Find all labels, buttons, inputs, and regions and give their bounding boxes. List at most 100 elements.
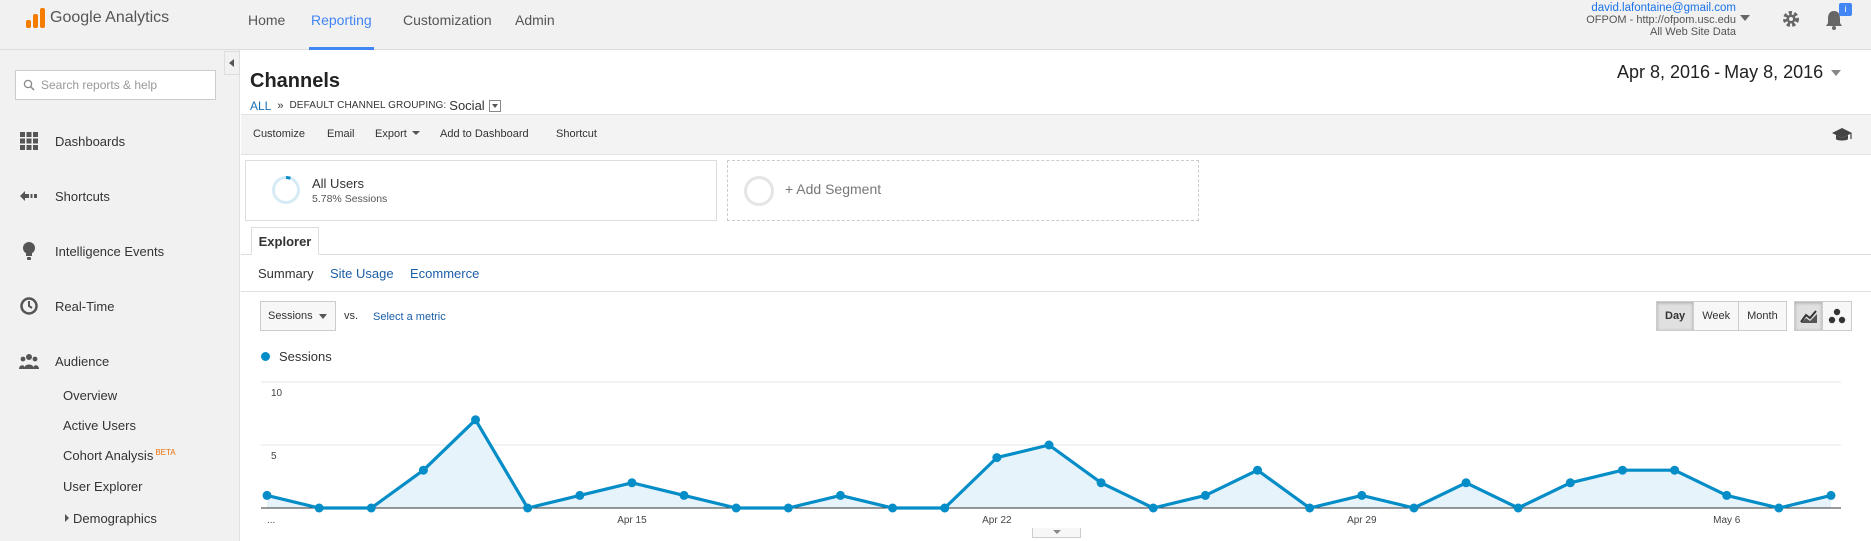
segment-donut-icon <box>272 176 300 204</box>
period-day-button[interactable]: Day <box>1657 302 1694 330</box>
add-to-dashboard-button[interactable]: Add to Dashboard <box>440 128 529 140</box>
sidebar-item-shortcuts[interactable]: Shortcuts <box>0 181 238 211</box>
chart-expand-handle[interactable] <box>1032 528 1081 538</box>
nav-admin[interactable]: Admin <box>515 12 555 28</box>
y-tick-label: 5 <box>271 451 277 462</box>
data-point <box>471 415 481 425</box>
add-segment-label: + Add Segment <box>785 181 882 197</box>
account-property: OFPOM - http://ofpom.usc.edu <box>1586 14 1736 26</box>
data-point <box>940 503 950 513</box>
data-point <box>1617 465 1627 475</box>
data-point <box>1461 478 1471 488</box>
data-point <box>1826 490 1836 500</box>
breadcrumb: ALL » DEFAULT CHANNEL GROUPING: Social <box>250 98 501 113</box>
sidebar-item-dashboards[interactable]: Dashboards <box>0 126 238 156</box>
sidebar-item-label: Dashboards <box>55 133 126 149</box>
top-bar: Google Analytics Home Reporting Customiz… <box>0 0 1871 50</box>
data-point <box>366 503 376 513</box>
sidebar-item-audience[interactable]: Audience <box>0 346 238 376</box>
x-tick-label: Apr 29 <box>1347 515 1377 526</box>
date-range-selector[interactable]: Apr 8, 2016 - May 8, 2016 <box>1617 62 1842 83</box>
chevron-down-icon[interactable] <box>1740 15 1750 21</box>
x-tick-label: May 6 <box>1713 515 1741 526</box>
data-point <box>679 490 689 500</box>
grouping-dropdown-button[interactable] <box>488 99 501 112</box>
data-point <box>1253 465 1263 475</box>
date-end: May 8, 2016 <box>1724 62 1824 82</box>
sidebar-item-real-time[interactable]: Real-Time <box>0 291 238 321</box>
grouping-value: Social <box>449 98 485 113</box>
tab-explorer[interactable]: Explorer <box>251 227 319 255</box>
y-tick-label: 10 <box>271 388 283 399</box>
data-point <box>418 465 428 475</box>
subtab-ecommerce[interactable]: Ecommerce <box>410 266 480 281</box>
sidebar-sub-user-explorer[interactable]: User Explorer <box>63 479 143 494</box>
analytics-logo-icon <box>26 8 46 28</box>
line-chart-icon[interactable] <box>1795 302 1823 330</box>
data-point <box>1409 503 1419 513</box>
customize-button[interactable]: Customize <box>253 128 305 140</box>
email-button[interactable]: Email <box>327 128 355 140</box>
search-icon <box>23 79 35 91</box>
nav-home[interactable]: Home <box>248 12 286 28</box>
add-segment-button[interactable]: + Add Segment <box>727 160 1199 221</box>
data-point <box>731 503 741 513</box>
sidebar-item-label: Real-Time <box>55 298 115 314</box>
nav-reporting[interactable]: Reporting <box>309 0 374 50</box>
data-point <box>523 503 533 513</box>
account-email: david.lafontaine@gmail.com <box>1591 2 1736 14</box>
collapse-sidebar-button[interactable] <box>224 51 240 75</box>
subtab-site-usage[interactable]: Site Usage <box>330 266 394 281</box>
report-toolbar: Customize Email Export Add to Dashboard … <box>241 114 1871 155</box>
sidebar-sub-active-users[interactable]: Active Users <box>63 418 136 433</box>
x-tick-label: Apr 22 <box>982 515 1012 526</box>
data-point <box>1148 503 1158 513</box>
data-point <box>1044 440 1054 450</box>
logo-text: Google Analytics <box>50 9 170 26</box>
segment-name: All Users <box>312 176 365 191</box>
beta-badge: BETA <box>155 448 176 457</box>
select-metric-link[interactable]: Select a metric <box>373 311 446 323</box>
data-point <box>575 490 585 500</box>
segment-sessions-percent: 5.78% Sessions <box>312 193 388 205</box>
account-view: All Web Site Data <box>1649 26 1736 38</box>
sidebar-sub-overview[interactable]: Overview <box>63 388 118 403</box>
data-point <box>888 503 898 513</box>
sidebar-sub-label: Demographics <box>73 511 157 526</box>
data-point <box>1200 490 1210 500</box>
graduation-cap-icon[interactable] <box>1831 127 1853 148</box>
gear-icon[interactable] <box>1781 9 1801 29</box>
shortcut-button[interactable]: Shortcut <box>556 128 597 140</box>
legend-label: Sessions <box>279 349 332 364</box>
vs-label: vs. <box>344 310 359 322</box>
period-week-button[interactable]: Week <box>1693 302 1739 330</box>
data-point <box>1722 490 1732 500</box>
export-button[interactable]: Export <box>375 128 420 140</box>
segment-all-users[interactable]: All Users 5.78% Sessions <box>245 160 717 221</box>
period-month-button[interactable]: Month <box>1738 302 1786 330</box>
subtab-summary[interactable]: Summary <box>258 266 314 281</box>
sidebar-sub-cohort-analysis[interactable]: Cohort Analysis BETA <box>63 448 176 463</box>
data-point <box>1670 465 1680 475</box>
date-start: Apr 8, 2016 <box>1617 62 1711 82</box>
x-tick-label: ... <box>267 515 275 526</box>
legend-dot <box>261 352 270 361</box>
data-point <box>1774 503 1784 513</box>
breadcrumb-all-link[interactable]: ALL <box>250 98 272 113</box>
motion-chart-icon[interactable] <box>1823 302 1851 330</box>
account-selector[interactable]: david.lafontaine@gmail.com OFPOM - http:… <box>1586 2 1736 38</box>
shortcut-arrow-icon <box>18 185 40 207</box>
x-tick-label: Apr 15 <box>617 515 647 526</box>
search-box[interactable] <box>15 70 216 100</box>
metric-dropdown[interactable]: Sessions <box>260 301 336 331</box>
sidebar-sub-demographics[interactable]: Demographics <box>65 511 157 526</box>
chevron-down-icon <box>411 131 420 135</box>
bell-icon[interactable]: i <box>1824 3 1852 31</box>
nav-customization[interactable]: Customization <box>403 12 492 28</box>
data-point <box>835 490 845 500</box>
data-point <box>627 478 637 488</box>
breadcrumb-separator: » <box>277 99 284 112</box>
google-analytics-logo[interactable]: Google Analytics <box>26 8 169 28</box>
sidebar-item-intelligence-events[interactable]: Intelligence Events <box>0 236 238 266</box>
search-input[interactable] <box>41 78 211 92</box>
